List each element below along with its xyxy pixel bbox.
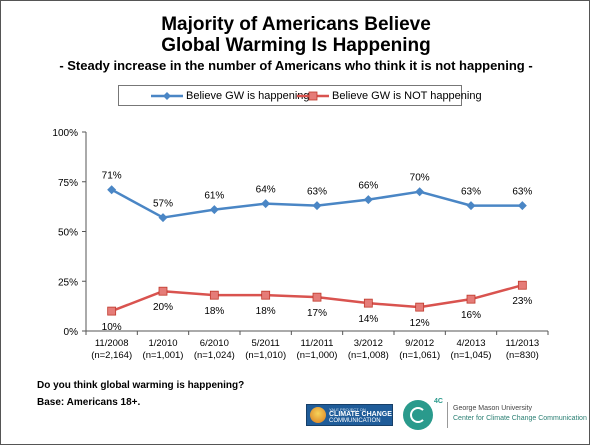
yale-climate-communication-logo: YALE PROJECT ON CLIMATE CHANGE COMMUNICA… [306,404,393,426]
x-tick-label: 11/2013 [506,338,540,349]
x-tick-label: 1/2010 [148,338,177,349]
x-tick-sublabel: (n=1,045) [451,350,492,361]
series-0-point [312,201,322,211]
series-1-point [517,280,527,290]
y-tick-label: 25% [58,277,78,288]
x-tick-label: 6/2010 [200,338,229,349]
chart-legend: Believe GW is happening Believe GW is NO… [118,85,482,106]
series-1-data-label: 18% [204,306,224,317]
series-0-point [107,185,117,195]
x-tick-sublabel: (n=1,001) [143,350,184,361]
series-0-point [209,205,219,215]
series-1-point [363,298,373,308]
y-tick-label: 0% [64,327,79,338]
legend-swatch-happening [151,92,183,100]
x-tick-sublabel: (n=1,008) [348,350,389,361]
logo-sub-text: COMMUNICATION [329,418,381,424]
x-tick-sublabel: (n=1,010) [245,350,286,361]
x-tick-sublabel: (n=830) [506,350,539,361]
series-0-data-label: 64% [256,185,276,196]
series-0-point [415,187,425,197]
series-1-point [261,290,271,300]
series-1-data-label: 14% [358,314,378,325]
survey-base: Base: Americans 18+. [37,397,141,408]
x-tick-label: 5/2011 [251,338,279,349]
series-0-point [517,201,527,211]
logo-small-text: YALE PROJECT ON [329,407,366,412]
logo-divider [447,402,448,428]
series-1-point [209,290,219,300]
series-1-point [107,306,117,316]
series-0-point [363,195,373,205]
y-tick-label: 75% [58,178,78,189]
x-tick-label: 3/2012 [354,338,383,349]
series-1-point [415,302,425,312]
gmu-center-name: Center for Climate Change Communication [453,415,587,422]
x-tick-label: 11/2011 [301,338,334,349]
series-1-point [466,294,476,304]
legend-label-happening: Believe GW is happening [186,90,310,102]
x-tick-label: 9/2012 [405,338,434,349]
4c-logo: 4C [403,398,443,430]
x-tick-label: 4/2013 [456,338,485,349]
chart-title-line-1: Majority of Americans Believe [161,14,431,35]
x-tick-sublabel: (n=1,000) [297,350,338,361]
x-tick-label: 11/2008 [95,338,129,349]
logo-main-text: CLIMATE CHANGE [329,411,392,418]
series-0-data-label: 63% [461,187,481,198]
series-1-data-label: 16% [461,310,481,321]
series-1-point [158,286,168,296]
series-1-data-label: 17% [307,308,327,319]
series-0-point [466,201,476,211]
series-0-data-label: 63% [307,187,327,198]
y-tick-label: 100% [52,128,78,139]
chart-subtitle: - Steady increase in the number of Ameri… [59,58,533,73]
gmu-name: George Mason University [453,405,532,412]
series-1-data-label: 23% [512,296,532,307]
series-0-data-label: 63% [512,187,532,198]
series-1-data-label: 12% [410,318,430,329]
series-1-point [312,292,322,302]
series-0-data-label: 71% [102,171,122,182]
series-1-data-label: 10% [102,322,122,333]
series-0-data-label: 57% [153,199,173,210]
legend-swatch-not-happening [297,91,329,101]
series-1-data-label: 20% [153,302,173,313]
series-0-data-label: 61% [204,191,224,202]
chart-title-line-2: Global Warming Is Happening [161,35,431,56]
legend-label-not-happening: Believe GW is NOT happening [332,90,482,102]
4c-mark: 4C [434,398,443,405]
x-tick-sublabel: (n=1,024) [194,350,235,361]
globe-icon [310,407,326,423]
series-0-point [158,213,168,223]
x-tick-sublabel: (n=1,061) [399,350,440,361]
series-1-data-label: 18% [256,306,276,317]
series-0-data-label: 66% [358,181,378,192]
x-tick-sublabel: (n=2,164) [91,350,132,361]
y-tick-label: 50% [58,228,78,239]
series-0-point [261,199,271,209]
series-0-data-label: 70% [410,173,430,184]
survey-question: Do you think global warming is happening… [37,380,245,391]
swirl-icon [410,407,426,423]
